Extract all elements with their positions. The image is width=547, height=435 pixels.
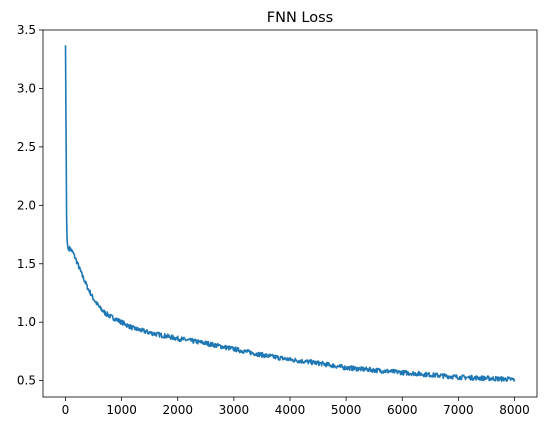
y-tick-label: 3.0 [17, 81, 36, 95]
y-tick-label: 2.5 [17, 140, 36, 154]
y-tick-label: 3.5 [17, 23, 36, 37]
y-tick-label: 1.0 [17, 315, 36, 329]
loss-series-line [64, 45, 516, 382]
x-tick-label: 2000 [162, 403, 193, 417]
x-tick-label: 7000 [443, 403, 474, 417]
x-tick-label: 8000 [499, 403, 530, 417]
x-tick-label: 3000 [219, 403, 250, 417]
x-tick-label: 4000 [275, 403, 306, 417]
axes-frame [42, 29, 538, 398]
x-tick-label: 0 [62, 403, 70, 417]
y-tick-label: 2.0 [17, 198, 36, 212]
x-tick-label: 6000 [387, 403, 418, 417]
y-tick-label: 0.5 [17, 374, 36, 388]
y-tick-label: 1.5 [17, 257, 36, 271]
x-tick-label: 1000 [106, 403, 137, 417]
plot-area: 0 1000 2000 3000 4000 5000 6000 7000 8000 0.5 1.0 1… [17, 23, 538, 417]
chart-title: FNN Loss [267, 10, 333, 26]
x-tick-label: 5000 [331, 403, 362, 417]
